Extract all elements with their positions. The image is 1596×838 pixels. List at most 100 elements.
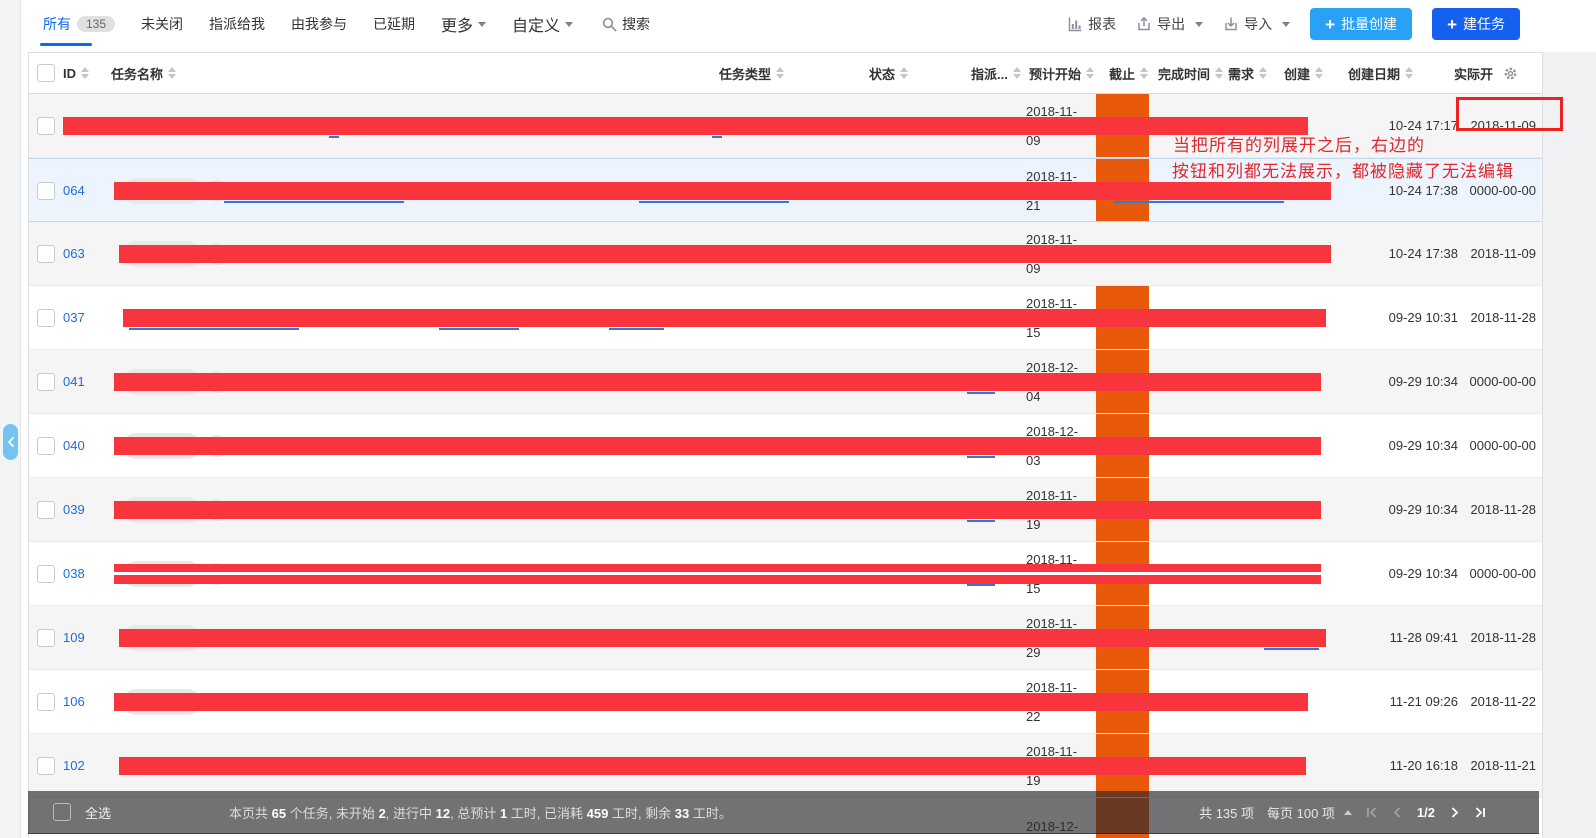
redaction-bar	[114, 182, 1331, 200]
task-id-link[interactable]: 109	[63, 630, 85, 645]
column-header-label: 任务类型	[719, 66, 772, 82]
create-date: 11-28 09:41	[1389, 630, 1458, 645]
hidden-link-fragment	[639, 201, 789, 203]
task-id-link[interactable]: 040	[63, 438, 85, 453]
create-date: 09-29 10:34	[1388, 502, 1458, 517]
hidden-link-fragment	[1114, 201, 1284, 203]
column-header-name[interactable]: 任务名称	[111, 53, 177, 93]
hidden-link-fragment	[967, 584, 995, 586]
filter-tab-3[interactable]: 由我参与	[278, 0, 360, 48]
annotation-line-1: 当把所有的列展开之后，右边的	[1173, 136, 1425, 155]
page-right-gutter	[1543, 52, 1596, 838]
column-header-assign[interactable]: 指派...	[971, 53, 1021, 93]
column-header-deadline[interactable]: 截止	[1109, 53, 1149, 93]
task-id-link[interactable]: 064	[63, 183, 85, 198]
redaction-bar	[114, 693, 1308, 711]
row-checkbox[interactable]	[37, 693, 55, 711]
report-button[interactable]: 报表	[1067, 14, 1116, 34]
per-page-select[interactable]: 每页 100 项	[1267, 805, 1335, 821]
task-id-link[interactable]: 037	[63, 310, 85, 325]
column-settings-button[interactable]	[1503, 53, 1518, 93]
row-checkbox[interactable]	[37, 182, 55, 200]
last-page-button[interactable]	[1474, 806, 1487, 819]
prev-page-button[interactable]	[1391, 806, 1404, 819]
annotation-line-2: 按钮和列都无法展示，都被隐藏了无法编辑	[1172, 162, 1514, 181]
hidden-link-fragment	[967, 392, 995, 394]
row-checkbox[interactable]	[37, 309, 55, 327]
tab-label: 未关闭	[141, 16, 184, 32]
export-icon	[1138, 16, 1150, 31]
filter-tab-4[interactable]: 已延期	[360, 0, 428, 48]
sort-arrows-icon	[1405, 67, 1414, 79]
column-header-type[interactable]: 任务类型	[719, 53, 785, 93]
sidebar-collapse-handle[interactable]	[3, 424, 18, 460]
more-menu[interactable]: 更多	[428, 0, 499, 48]
task-id-link[interactable]: 039	[63, 502, 85, 517]
column-header-finish[interactable]: 完成时间	[1158, 53, 1224, 93]
column-header-planstart[interactable]: 预计开始	[1029, 53, 1095, 93]
column-header-createdate[interactable]: 创建日期	[1348, 53, 1414, 93]
actual-start-date: 2018-11-28	[1470, 310, 1536, 325]
column-header-id[interactable]: ID	[63, 53, 89, 93]
plan-start-date: 2018-11- 15	[1026, 296, 1078, 340]
sort-arrows-icon	[1315, 67, 1324, 79]
actual-start-date: 0000-00-00	[1469, 374, 1537, 389]
hidden-link-fragment	[439, 328, 519, 330]
select-all-checkbox[interactable]	[53, 803, 71, 821]
search-icon	[602, 17, 617, 31]
first-page-button[interactable]	[1365, 806, 1378, 819]
plus-icon: +	[1447, 14, 1457, 34]
column-header-label: 创建日期	[1348, 66, 1401, 82]
table-header-row: ID 任务名称 任务类型 状态 指派... 预计开始 截止 完成时间 需求 创建 创建日期 实际开	[29, 53, 1542, 94]
next-page-button[interactable]	[1448, 806, 1461, 819]
last-page-icon	[1475, 806, 1485, 818]
plan-start-date: 2018-11- 29	[1026, 616, 1078, 660]
create-task-button[interactable]: + 建任务	[1432, 8, 1520, 40]
export-label: 导出	[1157, 16, 1186, 32]
row-checkbox[interactable]	[37, 117, 55, 135]
import-button[interactable]: 导入	[1223, 14, 1291, 34]
column-header-label: 需求	[1228, 66, 1255, 82]
task-id-link[interactable]: 038	[63, 566, 85, 581]
column-header-create[interactable]: 创建	[1284, 53, 1324, 93]
column-header-story[interactable]: 需求	[1228, 53, 1268, 93]
export-button[interactable]: 导出	[1136, 14, 1204, 34]
create-date: 09-29 10:34	[1388, 566, 1458, 581]
row-checkbox[interactable]	[37, 565, 55, 583]
gear-icon	[1504, 67, 1517, 79]
task-id-link[interactable]: 102	[63, 758, 85, 773]
hidden-link-fragment	[967, 456, 995, 458]
plan-start-date: 2018-11- 21	[1026, 169, 1078, 213]
row-checkbox[interactable]	[37, 373, 55, 391]
plus-icon: +	[1325, 14, 1336, 34]
create-date: 10-24 17:38	[1388, 246, 1458, 261]
batch-create-button[interactable]: + 批量创建	[1310, 8, 1413, 40]
filter-tab-1[interactable]: 未关闭	[128, 0, 196, 48]
column-header-label: 状态	[869, 66, 896, 82]
task-id-link[interactable]: 063	[63, 246, 85, 261]
plan-start-date: 2018-11- 22	[1026, 680, 1078, 724]
search-toggle[interactable]: 搜索	[602, 14, 650, 34]
create-date: 10-24 17:17	[1388, 118, 1458, 133]
row-checkbox[interactable]	[37, 437, 55, 455]
task-id-link[interactable]: 106	[63, 694, 85, 709]
header-checkbox[interactable]	[37, 64, 55, 82]
column-header-label: 指派...	[971, 66, 1008, 82]
redaction-bar	[114, 437, 1321, 455]
first-page-icon	[1367, 806, 1377, 818]
sort-arrows-icon	[81, 67, 89, 79]
row-checkbox[interactable]	[37, 757, 55, 775]
filter-tab-2[interactable]: 指派给我	[196, 0, 278, 48]
task-id-link[interactable]: 041	[63, 374, 85, 389]
custom-menu[interactable]: 自定义	[499, 0, 586, 48]
task-row-109: 109 2018-11- 29 11-28 09:41 2018-11-28	[29, 606, 1542, 670]
actual-start-date: 2018-11-09	[1470, 246, 1536, 261]
task-row-038: 038 2018-11- 15 09-29 10:34 0000-00-00	[29, 542, 1542, 606]
select-all-label[interactable]: 全选	[85, 805, 112, 821]
column-header-status[interactable]: 状态	[869, 53, 909, 93]
sort-arrows-icon	[900, 67, 909, 79]
row-checkbox[interactable]	[37, 245, 55, 263]
row-checkbox[interactable]	[37, 501, 55, 519]
row-checkbox[interactable]	[37, 629, 55, 647]
filter-tab-0[interactable]: 所有 135	[30, 0, 128, 48]
